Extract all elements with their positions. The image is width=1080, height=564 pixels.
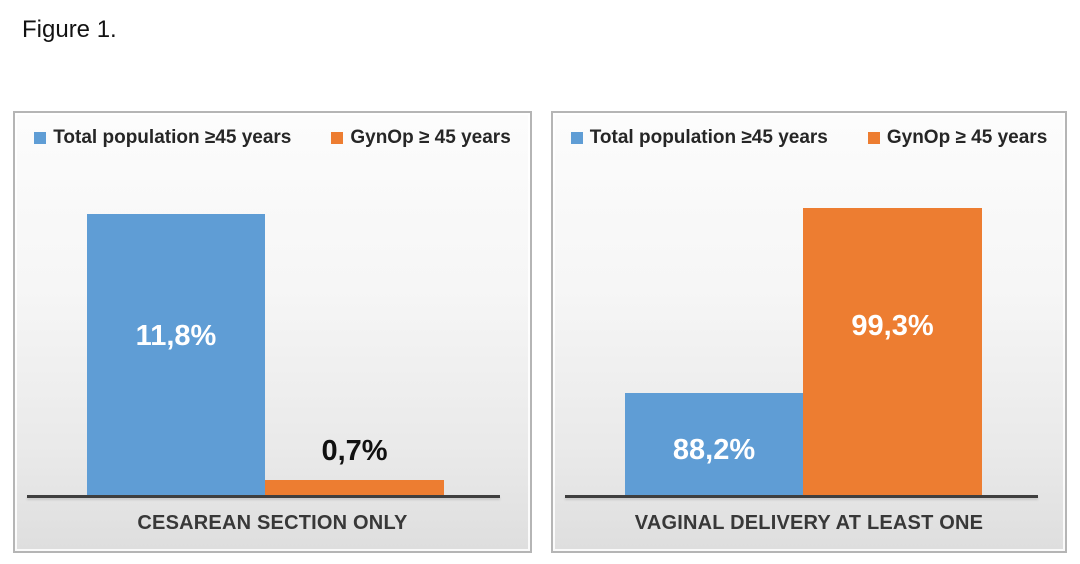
bar-value-label: 0,7% — [321, 435, 388, 467]
category-axis-label: CESAREAN SECTION ONLY — [137, 512, 408, 534]
chart-panel-vaginal-delivery: Total population ≥45 years GynOp ≥ 45 ye… — [551, 111, 1067, 553]
bar-gynop — [265, 480, 444, 497]
category-axis-label: VAGINAL DELIVERY AT LEAST ONE — [634, 512, 984, 534]
bar-value-label: 88,2% — [672, 434, 756, 466]
legend-swatch-orange-icon — [331, 132, 344, 144]
figure-title: Figure 1. — [22, 16, 117, 43]
bar-total-population: 88,2% — [625, 393, 803, 497]
x-axis-line — [27, 495, 500, 498]
plot-area: 88,2% 99,3% VAGINAL DELIVERY AT LEAST ON… — [553, 113, 1065, 551]
chart-panel-cesarean: Total population ≥45 years GynOp ≥ 45 ye… — [13, 111, 532, 553]
legend-item-total-population: Total population ≥45 years — [34, 127, 291, 149]
legend-label: GynOp ≥ 45 years — [886, 127, 1048, 148]
legend-swatch-blue-icon — [570, 132, 583, 144]
bar-value-label: 11,8% — [135, 320, 217, 352]
plot-area: 11,8% 0,7% CESAREAN SECTION ONLY — [15, 113, 530, 551]
legend-item-gynop: GynOp ≥ 45 years — [331, 127, 511, 149]
bar-gynop: 99,3% — [803, 208, 982, 497]
legend-label: GynOp ≥ 45 years — [350, 127, 511, 148]
legend-item-gynop: GynOp ≥ 45 years — [867, 127, 1048, 149]
bar-total-population: 11,8% — [87, 214, 265, 497]
legend-swatch-orange-icon — [867, 132, 880, 144]
chart-legend: Total population ≥45 years GynOp ≥ 45 ye… — [15, 127, 530, 149]
chart-legend: Total population ≥45 years GynOp ≥ 45 ye… — [553, 127, 1065, 149]
legend-label: Total population ≥45 years — [589, 127, 828, 148]
legend-item-total-population: Total population ≥45 years — [570, 127, 828, 149]
x-axis-line — [565, 495, 1038, 498]
legend-label: Total population ≥45 years — [53, 127, 292, 148]
legend-swatch-blue-icon — [34, 132, 47, 144]
bar-value-label: 99,3% — [851, 310, 934, 342]
